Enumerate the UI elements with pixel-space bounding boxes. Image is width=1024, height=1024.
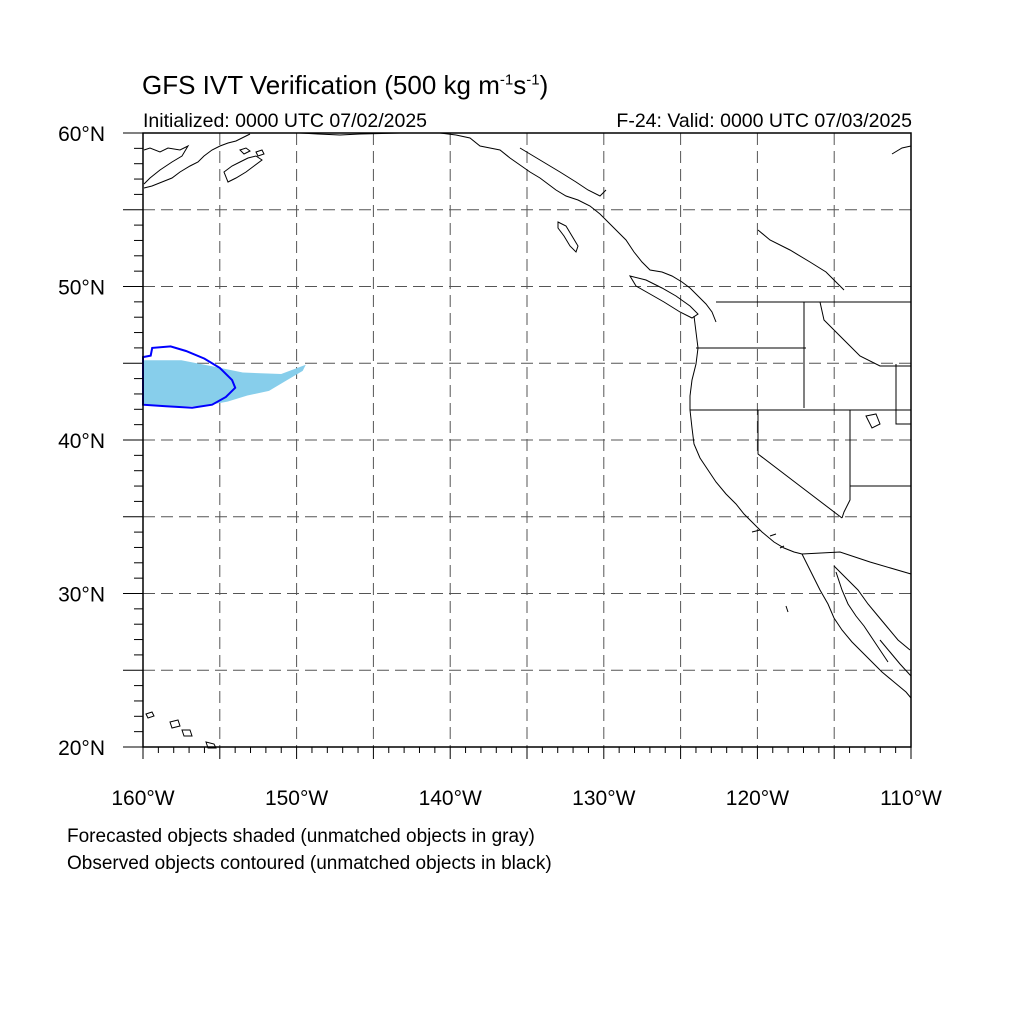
title-close-paren: ) [539, 70, 549, 100]
forecast-object-shaded [143, 360, 306, 407]
map-title: GFS IVT Verification (500 kg m-1s-1) [142, 70, 548, 101]
mainland-mexico-coast [879, 639, 912, 677]
ca-nv-border [757, 410, 843, 519]
alaska-islands [239, 147, 265, 157]
bc-coastline [455, 134, 717, 323]
alaska-coastline-south [143, 133, 251, 189]
hawaii-islands [145, 711, 217, 749]
vancouver-island [628, 275, 699, 319]
initialized-time: Initialized: 0000 UTC 07/02/2025 [143, 110, 428, 132]
gridlines [143, 133, 911, 747]
guadalupe-island [785, 605, 789, 613]
x-tick-label: 130°W [572, 787, 635, 810]
x-tick-label: 150°W [265, 787, 328, 810]
axis-ticks [123, 132, 912, 759]
title-exponent-2: -1 [526, 71, 540, 89]
x-tick-label: 160°W [111, 787, 174, 810]
az-mexico-border [801, 551, 912, 575]
great-salt-lake [865, 413, 881, 429]
title-text: GFS IVT Verification (500 kg m [142, 70, 500, 100]
x-tick-label: 140°W [419, 787, 482, 810]
y-tick-label: 50°N [58, 277, 105, 300]
hudson-bay-edge [891, 145, 912, 155]
title-unit-s: s [513, 70, 527, 100]
valid-time: F-24: Valid: 0000 UTC 07/03/2025 [616, 110, 912, 132]
observed-object-contour [142, 345, 237, 409]
y-tick-label: 20°N [58, 737, 105, 760]
channel-islands [751, 529, 785, 549]
ivt-objects [142, 345, 306, 409]
y-tick-label: 60°N [58, 123, 105, 146]
y-tick-label: 40°N [58, 430, 105, 453]
title-exponent-1: -1 [499, 71, 514, 89]
nv-az-border [841, 410, 851, 519]
gulf-of-california-west [835, 571, 889, 663]
forecast-legend-note: Forecasted objects shaded (unmatched obj… [67, 826, 535, 847]
axis-labels: 160°W 150°W 140°W 130°W 120°W 110°W 60°N 50°N 40… [58, 123, 942, 810]
alaska-coastline [143, 144, 190, 185]
x-tick-label: 120°W [726, 787, 789, 810]
haida-gwaii [557, 221, 579, 253]
x-tick-label: 110°W [880, 787, 942, 810]
y-tick-label: 30°N [58, 584, 105, 607]
gulf-of-california-east [833, 565, 911, 651]
id-mt-border [819, 301, 911, 367]
alberta-boundary [757, 229, 845, 291]
baja-west-coastline [801, 553, 912, 699]
kodiak-island [223, 155, 263, 183]
wy-co-border [895, 364, 911, 425]
observed-legend-note: Observed objects contoured (unmatched ob… [67, 853, 552, 874]
us-west-coastline [689, 315, 803, 555]
alaska-bc-border [519, 147, 607, 197]
coastlines-and-borders [143, 132, 912, 749]
